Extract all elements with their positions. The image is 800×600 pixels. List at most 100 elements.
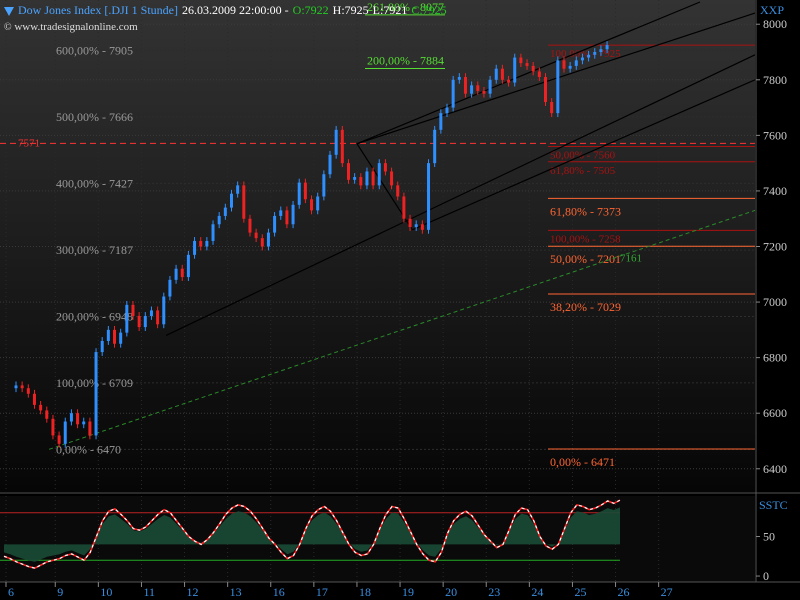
candle-body: [180, 268, 184, 278]
candle-body: [229, 193, 233, 208]
candle-body: [587, 54, 591, 58]
fib-left-label: 0,00% - 6470: [56, 442, 121, 456]
candle-body: [14, 385, 18, 389]
candle-body: [113, 329, 117, 344]
price-panel-label: XXP: [760, 3, 784, 17]
chart-header: Dow Jones Index [.DJI 1 Stunde] 26.03.200…: [0, 0, 757, 20]
candle-body: [291, 204, 295, 225]
fib-dark-label: 100,00% - 7258: [550, 233, 621, 245]
price-tick-label: 7200: [763, 240, 787, 254]
candle-body: [76, 413, 80, 425]
candle-body: [285, 210, 289, 225]
candle-body: [396, 185, 400, 197]
time-tick-label: 17: [316, 585, 328, 599]
candle-body: [383, 163, 387, 172]
candle-body: [451, 79, 455, 108]
price-tick-label: 7600: [763, 128, 787, 142]
candle-body: [482, 90, 486, 94]
candle-body: [168, 279, 172, 297]
candle-body: [149, 310, 153, 316]
candle-body: [32, 393, 36, 405]
osc-tick-label: 0: [763, 569, 769, 583]
candle-body: [513, 57, 517, 83]
fib-left-label: 200,00% - 6948: [56, 310, 133, 324]
candle-body: [408, 218, 412, 228]
candle-body: [156, 310, 160, 325]
candle-body: [507, 79, 511, 83]
candle-body: [550, 102, 554, 114]
candle-body: [125, 304, 129, 333]
candle-body: [137, 315, 141, 328]
fib-right-label: 61,80% - 7373: [550, 204, 621, 218]
fib-left-label: 100,00% - 6709: [56, 376, 133, 390]
fib-right-label: 50,00% - 7201: [550, 252, 621, 266]
channel-lower-line: [165, 54, 756, 336]
candle-body: [470, 85, 474, 94]
time-tick-label: 27: [661, 585, 673, 599]
candle-body: [476, 85, 480, 91]
candle-body: [211, 224, 215, 241]
time-tick-label: 26: [618, 585, 630, 599]
collapse-triangle-icon[interactable]: [4, 6, 14, 16]
candle-body: [402, 196, 406, 219]
time-tick-label: 6: [8, 585, 14, 599]
candle-body: [433, 129, 437, 164]
candle-body: [316, 196, 320, 211]
price-tick-label: 7800: [763, 73, 787, 87]
header-title: Dow Jones Index [.DJI 1 Stunde]: [18, 3, 178, 17]
candle-body: [531, 65, 535, 72]
price-tick-label: 6800: [763, 351, 787, 365]
header-close: C:7925: [411, 3, 447, 17]
candle-body: [162, 296, 166, 325]
osc-panel-label: SSTC: [759, 498, 788, 512]
candle-body: [193, 240, 197, 255]
candle-body: [242, 185, 246, 219]
price-tick-label: 7400: [763, 184, 787, 198]
candle-body: [260, 238, 264, 247]
candle-body: [119, 332, 123, 344]
candle-body: [63, 421, 67, 444]
fib-left-label: 500,00% - 7666: [56, 110, 133, 124]
osc-tick-label: 50: [763, 530, 775, 544]
candle-body: [69, 413, 73, 422]
candle-body: [94, 352, 98, 436]
candle-body: [51, 418, 55, 436]
candle-body: [217, 215, 221, 225]
candle-body: [544, 77, 548, 103]
candle-body: [568, 65, 572, 69]
watermark: © www.tradesignalonline.com: [4, 21, 138, 33]
trendline-label: 7161: [620, 252, 642, 264]
candle-body: [599, 49, 603, 53]
header-high: H:7925: [332, 3, 369, 17]
price-tick-label: 7000: [763, 295, 787, 309]
header-datetime: 26.03.2009 22:00:00 -: [181, 3, 289, 17]
time-tick-label: 23: [488, 585, 500, 599]
candle-body: [186, 254, 190, 278]
candle-body: [223, 207, 227, 216]
candle-body: [26, 388, 30, 394]
candle-body: [82, 421, 86, 425]
candle-body: [525, 63, 529, 66]
candle-body: [334, 129, 338, 155]
candle-body: [57, 435, 61, 444]
candle-body: [427, 163, 431, 230]
candle-body: [39, 404, 43, 411]
candle-body: [88, 421, 92, 436]
time-tick-label: 19: [402, 585, 414, 599]
candle-body: [488, 79, 492, 94]
candle-body: [279, 210, 283, 216]
candle-body: [414, 224, 418, 228]
time-tick-label: 20: [445, 585, 457, 599]
fib-right-label: 0,00% - 6471: [550, 455, 615, 469]
candle-body: [340, 129, 344, 164]
candle-body: [100, 340, 104, 353]
candle-body: [556, 60, 560, 114]
candle-body: [248, 218, 252, 233]
candle-body: [420, 224, 424, 230]
candle-body: [199, 240, 203, 247]
candle-body: [537, 71, 541, 78]
osc-line-white: [3, 499, 621, 569]
candle-body: [205, 240, 209, 247]
